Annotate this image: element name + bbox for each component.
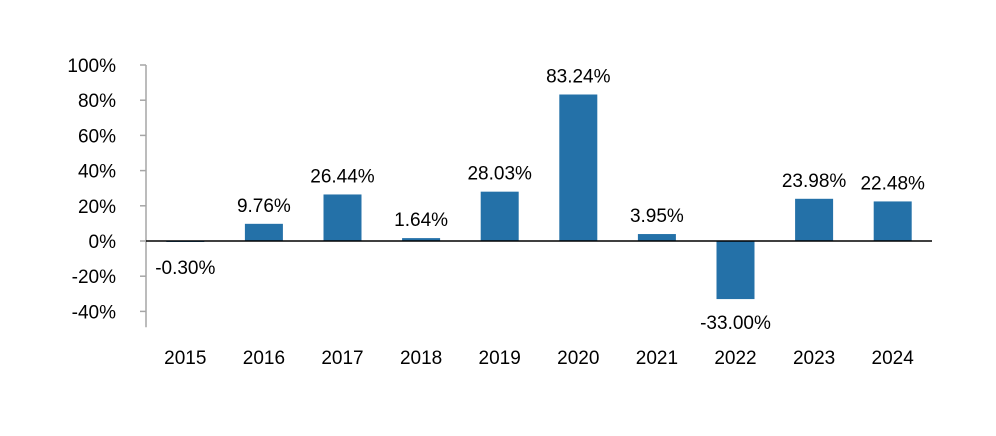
bar-2021: [637, 234, 676, 241]
y-tick-label: -20%: [72, 267, 116, 288]
x-category-label: 2023: [793, 348, 835, 369]
data-label-2022: -33.00%: [700, 313, 771, 334]
bar-2024: [873, 201, 912, 241]
y-tick-label: 80%: [78, 91, 116, 112]
axis-layer: 100% 80% 60% 40% 20% 0% -20% -40%: [67, 56, 147, 328]
bar-2016: [244, 223, 283, 241]
y-tick-label: 0%: [89, 232, 117, 253]
x-category-label: 2019: [479, 348, 521, 369]
y-tick-label: 40%: [78, 162, 116, 183]
label-layer: -0.30% 2015 9.76% 2016 26.44% 2017 1.64% 2018 28…: [146, 66, 932, 369]
data-label-2023: 23.98%: [782, 171, 847, 192]
data-label-2018: 1.64%: [394, 210, 448, 231]
bar-layer: [166, 94, 912, 300]
x-category-label: 2022: [714, 348, 756, 369]
y-tick-label: 60%: [78, 126, 116, 147]
data-label-2017: 26.44%: [310, 166, 375, 187]
x-category-label: 2024: [872, 348, 915, 369]
data-label-2015: -0.30%: [155, 258, 215, 279]
bar-2019: [480, 191, 519, 241]
x-category-label: 2016: [243, 348, 285, 369]
bar-2023: [795, 198, 834, 241]
y-tick-label: -40%: [72, 302, 116, 323]
x-category-label: 2020: [557, 348, 599, 369]
x-category-label: 2021: [636, 348, 678, 369]
x-category-label: 2015: [164, 348, 206, 369]
bar-2018: [402, 238, 441, 241]
y-tick-label: 100%: [67, 56, 116, 77]
data-label-2020: 83.24%: [546, 66, 611, 87]
bar-2020: [559, 94, 598, 242]
data-label-2016: 9.76%: [237, 196, 291, 217]
bar-2022: [716, 241, 755, 300]
data-label-2024: 22.48%: [860, 173, 925, 194]
bar-2017: [323, 194, 362, 241]
data-label-2019: 28.03%: [467, 164, 532, 185]
x-category-label: 2018: [400, 348, 442, 369]
data-label-2021: 3.95%: [630, 206, 684, 227]
y-tick-label: 20%: [78, 197, 116, 218]
x-category-label: 2017: [321, 348, 363, 369]
